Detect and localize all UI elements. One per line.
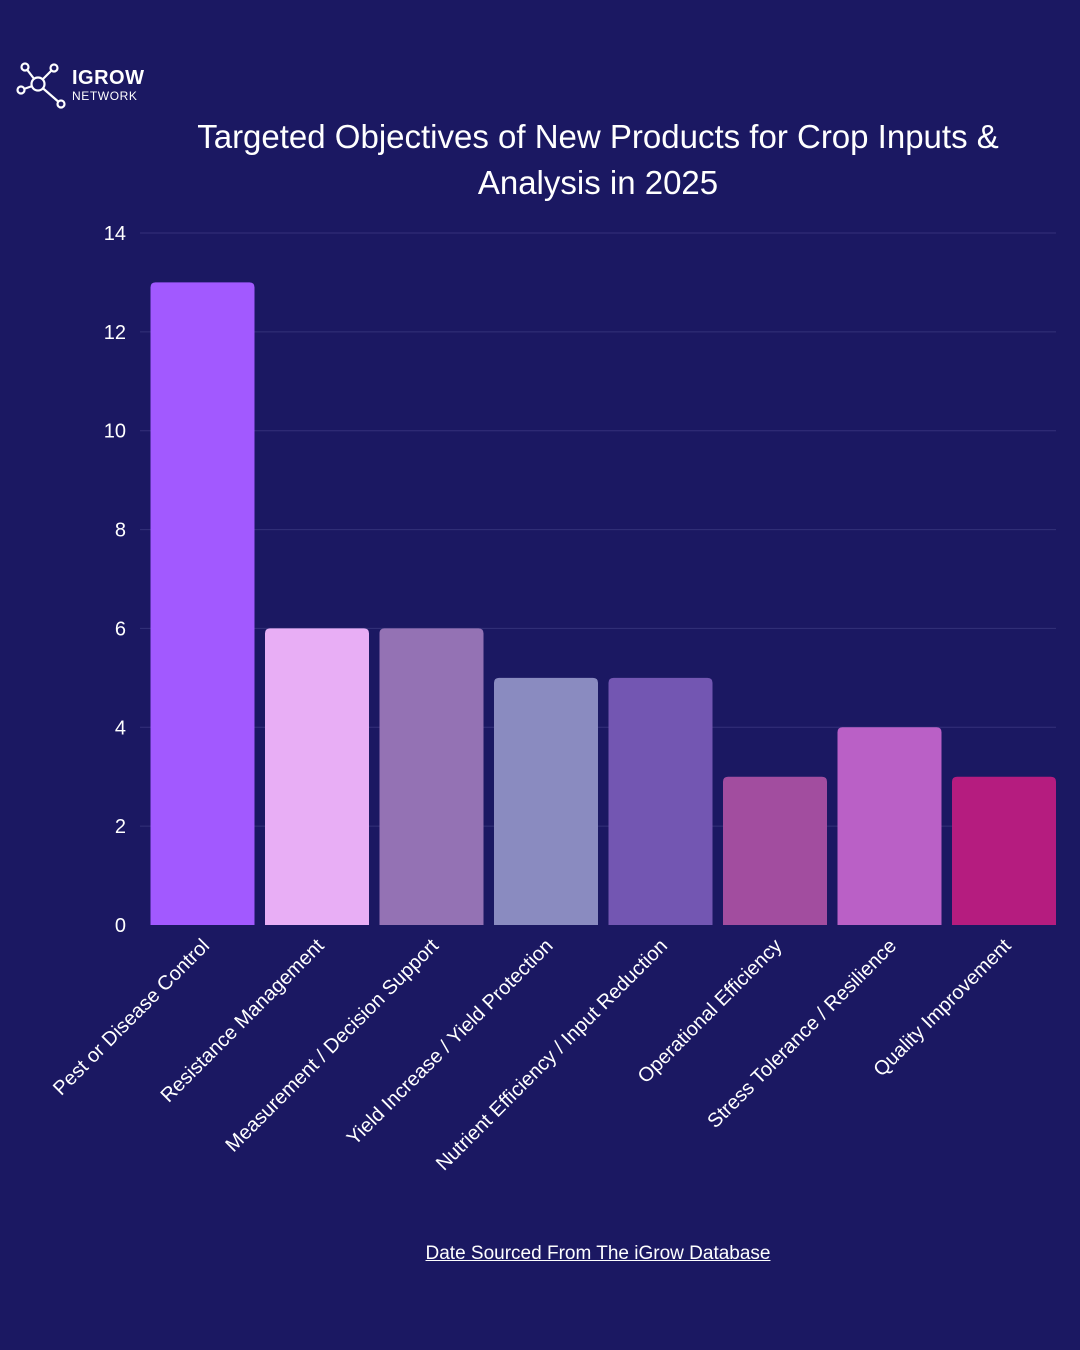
- bar-resistance-management: [265, 628, 369, 925]
- chart-title: Targeted Objectives of New Products for …: [197, 118, 999, 201]
- x-tick-label: Nutrient Efficiency / Input Reduction: [432, 935, 672, 1175]
- x-tick-label: Stress Tolerance / Resilience: [703, 935, 901, 1133]
- bar-yield-increase-yield-protection: [494, 677, 598, 925]
- y-tick-label: 14: [104, 223, 126, 245]
- y-tick-label: 0: [115, 915, 126, 937]
- bar-measurement-decision-support: [379, 628, 484, 925]
- y-tick-label: 4: [115, 717, 126, 739]
- x-tick-label: Yield Increase / Yield Protection: [343, 935, 558, 1150]
- bar-stress-tolerance-resilience: [837, 727, 942, 925]
- brand-subname: NETWORK: [72, 89, 138, 103]
- y-tick-label: 10: [104, 421, 126, 443]
- bar-quality-improvement: [952, 776, 1056, 925]
- y-tick-label: 6: [115, 618, 126, 640]
- molecule-network-icon: [16, 62, 66, 109]
- bar-operational-efficiency: [723, 776, 827, 925]
- y-tick-label: 8: [115, 520, 126, 542]
- y-tick-label: 2: [115, 816, 126, 838]
- y-tick-label: 12: [104, 322, 126, 344]
- source-link[interactable]: Date Sourced From The iGrow Database: [425, 1243, 771, 1264]
- bar-nutrient-efficiency-input-reduction: [608, 677, 713, 925]
- bar-pest-or-disease-control: [150, 282, 255, 925]
- brand-name: IGROW: [72, 67, 145, 89]
- x-tick-label: Measurement / Decision Support: [222, 935, 444, 1157]
- brand-logo[interactable]: IGROW NETWORK: [16, 60, 145, 110]
